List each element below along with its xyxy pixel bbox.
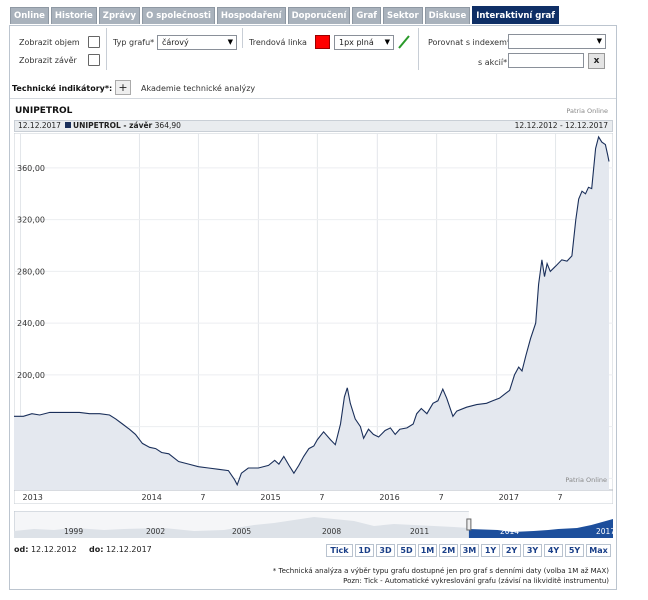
x-tick-label: 2017 <box>499 493 519 502</box>
y-tick-label: 320,00 <box>17 216 45 225</box>
trend-line-label: Trendová linka <box>249 38 307 47</box>
with-stock-input[interactable] <box>508 53 584 68</box>
tab-o-spolecnosti[interactable]: O společnosti <box>142 7 215 24</box>
navigator-year-label: 2017 <box>596 527 613 536</box>
zoom-button-tick[interactable]: Tick <box>326 544 353 557</box>
show-volume-label: Zobrazit objem <box>19 38 80 47</box>
with-stock-label: s akcií* <box>478 58 508 67</box>
x-tick-label: 2016 <box>379 493 399 502</box>
chart-legend-bar: 12.12.2017 UNIPETROL - závěr 364,90 12.1… <box>14 120 613 132</box>
tab-hospodareni[interactable]: Hospodaření <box>216 7 286 24</box>
zoom-button-4y[interactable]: 4Y <box>544 544 563 557</box>
range-to: do: 12.12.2017 <box>89 545 152 554</box>
navigator-year-label: 1999 <box>64 527 83 536</box>
divider <box>106 28 107 70</box>
note-technical: * Technická analýza a výběr typu grafu d… <box>272 567 609 575</box>
from-label: od: <box>14 545 29 554</box>
trend-color-picker[interactable] <box>315 35 330 49</box>
chart-type-value: čárový <box>162 38 189 47</box>
legend-value: 364,90 <box>154 121 181 130</box>
y-tick-label: 280,00 <box>17 267 45 276</box>
chart-title: UNIPETROL <box>15 106 73 116</box>
note-tick: Pozn: Tick - Automatické vykreslování gr… <box>343 577 609 585</box>
navigator-year-label: 2008 <box>322 527 341 536</box>
y-tick-label: 200,00 <box>17 371 45 380</box>
navigator-selected-area <box>468 519 613 538</box>
to-label: do: <box>89 545 104 554</box>
zoom-button-1d[interactable]: 1D <box>355 544 374 557</box>
tab-online[interactable]: Online <box>10 7 49 24</box>
zoom-button-5y[interactable]: 5Y <box>565 544 584 557</box>
x-tick-label: 7 <box>558 493 563 502</box>
x-tick-label: 2013 <box>23 493 43 502</box>
add-indicator-button[interactable]: + <box>115 80 131 95</box>
range-from: od: 12.12.2012 <box>14 545 77 554</box>
zoom-button-2m[interactable]: 2M <box>439 544 458 557</box>
y-tick-label: 240,00 <box>17 319 45 328</box>
series-area <box>14 136 609 490</box>
y-tick-label: 360,00 <box>17 164 45 173</box>
tab-diskuse[interactable]: Diskuse <box>424 7 471 24</box>
clear-button[interactable]: x <box>588 53 605 69</box>
series-swatch <box>65 122 71 128</box>
show-close-checkbox[interactable] <box>88 54 100 66</box>
chart-panel: Zobrazit objem Zobrazit závěr Typ grafu*… <box>9 25 617 590</box>
source-label: Patria Online <box>566 107 608 115</box>
trend-width-select[interactable]: 1px plná ▼ <box>334 35 394 50</box>
chevron-down-icon: ▼ <box>384 38 390 46</box>
zoom-button-5d[interactable]: 5D <box>397 544 416 557</box>
chevron-down-icon: ▼ <box>227 38 233 46</box>
tab-historie[interactable]: Historie <box>50 7 97 24</box>
tab-graf[interactable]: Graf <box>352 7 382 24</box>
divider <box>418 28 419 70</box>
legend-range: 12.12.2012 - 12.12.2017 <box>514 121 608 130</box>
zoom-button-3d[interactable]: 3D <box>376 544 395 557</box>
price-chart[interactable]: 201320147201572016720177120,00160,00200,… <box>14 133 613 504</box>
tab-doporuceni[interactable]: Doporučení <box>287 7 351 24</box>
to-date[interactable]: 12.12.2017 <box>105 545 152 554</box>
x-tick-label: 7 <box>200 493 205 502</box>
navigator-year-label: 2002 <box>146 527 165 536</box>
compare-index-label: Porovnat s indexem* <box>428 38 511 47</box>
legend-series: UNIPETROL - závěr 364,90 <box>65 121 181 131</box>
legend-series-name: UNIPETROL - závěr <box>73 121 153 130</box>
zoom-button-max[interactable]: Max <box>586 544 611 557</box>
chevron-down-icon: ▼ <box>596 37 602 45</box>
zoom-button-3y[interactable]: 3Y <box>523 544 542 557</box>
draw-trend-icon[interactable] <box>397 34 411 50</box>
zoom-button-2y[interactable]: 2Y <box>502 544 521 557</box>
tab-bar: Online Historie Zprávy O společnosti Hos… <box>10 6 559 25</box>
trend-width-value: 1px plná <box>339 38 374 47</box>
show-close-label: Zobrazit závěr <box>19 56 77 65</box>
x-tick-label: 2015 <box>260 493 280 502</box>
navigator-year-label: 2014 <box>500 527 519 536</box>
x-tick-label: 2014 <box>141 493 161 502</box>
compare-index-select[interactable]: ▼ <box>508 34 606 49</box>
x-tick-label: 7 <box>319 493 324 502</box>
tab-interaktivni-graf[interactable]: Interaktivní graf <box>472 6 559 24</box>
divider <box>242 28 243 48</box>
tab-zpravy[interactable]: Zprávy <box>98 7 141 24</box>
tab-sektor[interactable]: Sektor <box>383 7 423 24</box>
tech-indicators-label: Technické indikátory*: <box>12 84 113 93</box>
navigator-year-label: 2011 <box>410 527 429 536</box>
divider <box>10 98 616 99</box>
chart-type-select[interactable]: čárový ▼ <box>157 35 237 50</box>
academy-link[interactable]: Akademie technické analýzy <box>141 84 256 93</box>
chart-type-label: Typ grafu* <box>113 38 155 47</box>
zoom-button-1m[interactable]: 1M <box>418 544 437 557</box>
navigator-year-label: 2005 <box>232 527 251 536</box>
show-volume-checkbox[interactable] <box>88 36 100 48</box>
series-line <box>14 135 610 487</box>
zoom-button-3m[interactable]: 3M <box>460 544 479 557</box>
zoom-button-1y[interactable]: 1Y <box>481 544 500 557</box>
navigator-handle-left[interactable] <box>466 518 472 531</box>
legend-date: 12.12.2017 <box>18 121 61 130</box>
watermark-source: Patria Online <box>565 476 607 484</box>
navigator-history-area <box>14 517 469 538</box>
x-tick-label: 7 <box>439 493 444 502</box>
navigator-chart[interactable]: 1999 2002 2005 2008 2011 2014 2017 <box>14 511 613 538</box>
from-date[interactable]: 12.12.2012 <box>30 545 77 554</box>
